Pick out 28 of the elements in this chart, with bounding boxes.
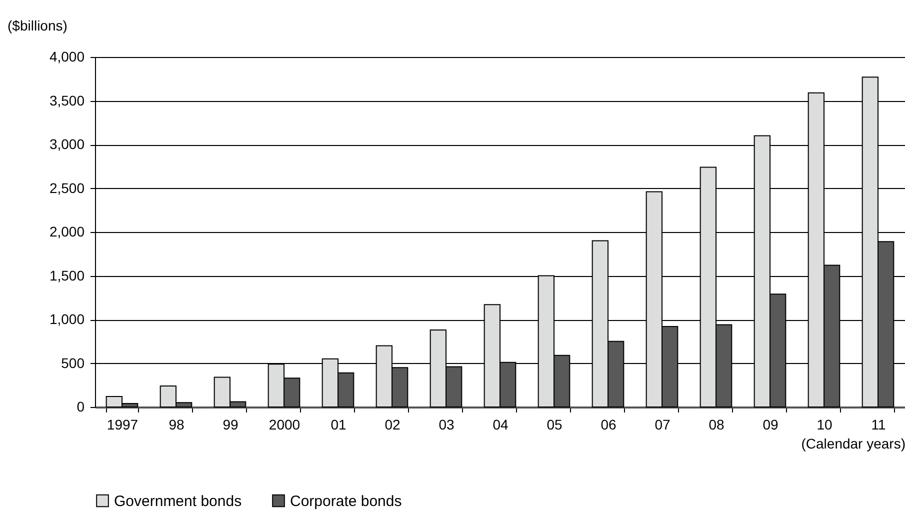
x-tick-label: 06 [600,416,616,432]
y-tick-label: 3,000 [49,136,85,152]
y-tick-label: 2,500 [49,180,85,196]
x-tick-label: 02 [384,416,400,432]
x-tick-label: 09 [762,416,778,432]
y-axis-title: ($billions) [8,18,68,34]
x-tick-label: 99 [222,416,238,432]
x-tick-label: 98 [168,416,184,432]
y-tick-label: 500 [61,354,85,371]
legend-label: Government bonds [114,492,242,510]
y-tick-label: 1,000 [49,311,85,327]
legend-label: Corporate bonds [290,492,402,510]
x-tick-label: 04 [492,416,508,432]
y-tick-label: 1,500 [49,267,85,284]
x-tick-label: 2000 [268,416,300,432]
x-tick-label: 11 [871,416,886,432]
y-tick-label: 3,500 [49,92,85,108]
x-tick-label: 01 [330,416,346,432]
y-tick-label: 0 [76,398,85,414]
x-axis-title: (Calendar years) [801,436,905,452]
x-tick-label: 08 [708,416,724,432]
x-tick-label: 10 [816,416,832,432]
y-tick-label: 2,000 [49,224,85,240]
y-tick-label: 4,000 [49,48,85,64]
x-tick-label: 05 [546,416,562,432]
x-tick-label: 07 [654,416,670,432]
x-tick-label: 1997 [106,416,138,432]
x-tick-label: 03 [438,416,454,432]
